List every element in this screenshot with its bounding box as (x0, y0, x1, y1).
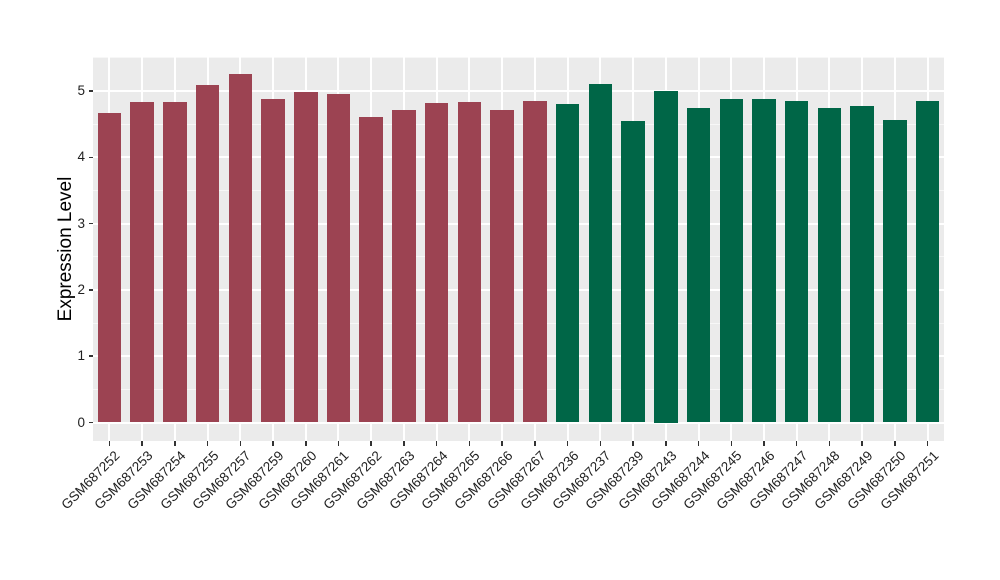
gridline-major (93, 355, 944, 358)
bar-GSM687250 (883, 119, 907, 423)
x-tick-mark (730, 441, 732, 446)
bar-GSM687259 (261, 98, 285, 423)
bar-GSM687257 (228, 73, 253, 423)
bar-GSM687261 (326, 93, 351, 423)
x-tick-mark (501, 441, 503, 446)
gridline-minor (93, 123, 944, 125)
y-tick-mark (88, 90, 93, 92)
x-tick-mark (697, 441, 700, 446)
bar-GSM687236 (555, 103, 580, 423)
bar-GSM687255 (195, 85, 220, 423)
x-tick-mark (141, 441, 143, 446)
y-tick-label: 0 (77, 414, 85, 430)
x-tick-mark (632, 441, 634, 446)
bar-GSM687266 (490, 109, 514, 423)
bar-GSM687248 (817, 107, 842, 423)
x-tick-mark (174, 441, 176, 446)
y-tick-label: 5 (77, 83, 85, 98)
bar-GSM687267 (523, 100, 547, 423)
bar-GSM687264 (424, 102, 449, 423)
gridline-major (93, 421, 944, 424)
bar-GSM687254 (163, 102, 187, 423)
x-tick-mark (305, 441, 307, 446)
gridline-major (93, 288, 944, 291)
x-tick-mark (272, 441, 274, 446)
bar-GSM687253 (130, 102, 154, 423)
x-tick-mark (828, 441, 831, 446)
x-tick-mark (468, 441, 471, 446)
gridline-minor (93, 388, 944, 390)
bar-GSM687251 (915, 100, 940, 423)
bar-GSM687245 (719, 98, 743, 423)
gridline-major (93, 222, 944, 225)
x-tick-mark (599, 441, 602, 446)
x-tick-mark (566, 441, 569, 446)
gridline-minor (93, 57, 944, 59)
bar-GSM687249 (850, 105, 874, 423)
x-tick-mark (337, 441, 340, 446)
y-tick-mark (88, 355, 93, 357)
gridline-major (93, 90, 944, 92)
bar-GSM687262 (359, 116, 383, 423)
y-tick-mark (88, 421, 93, 424)
y-tick-label: 2 (77, 281, 85, 297)
bar-GSM687260 (294, 91, 318, 423)
gridline-minor (93, 322, 944, 324)
x-tick-mark (239, 441, 242, 446)
x-tick-mark (370, 441, 372, 446)
bar-GSM687263 (392, 109, 416, 423)
y-axis-title: Expression Level (55, 176, 76, 322)
x-tick-mark (894, 441, 896, 446)
bar-GSM687265 (457, 102, 482, 423)
x-tick-mark (861, 441, 863, 446)
gridline-minor (93, 256, 944, 258)
x-tick-mark (435, 441, 438, 446)
bar-GSM687237 (588, 84, 613, 423)
bar-GSM687247 (784, 100, 809, 423)
y-tick-label: 4 (77, 149, 85, 165)
x-tick-mark (206, 441, 209, 446)
gridline-minor (93, 189, 944, 191)
x-tick-mark (534, 441, 536, 446)
y-tick-label: 3 (77, 215, 85, 231)
x-tick-mark (108, 441, 111, 446)
plot-panel (93, 57, 944, 441)
bar-GSM687244 (686, 108, 711, 423)
bar-GSM687252 (97, 112, 122, 423)
x-tick-mark (926, 441, 929, 446)
bar-GSM687243 (654, 91, 678, 423)
x-tick-mark (795, 441, 798, 446)
bar-GSM687246 (752, 98, 776, 423)
y-tick-mark (88, 222, 93, 225)
y-tick-mark (88, 289, 93, 291)
x-tick-mark (403, 441, 405, 446)
y-tick-label: 1 (77, 348, 85, 364)
gridline-major (93, 156, 944, 159)
y-tick-mark (88, 156, 93, 159)
x-tick-mark (763, 441, 765, 446)
bar-GSM687239 (621, 120, 645, 423)
x-tick-mark (665, 441, 667, 446)
